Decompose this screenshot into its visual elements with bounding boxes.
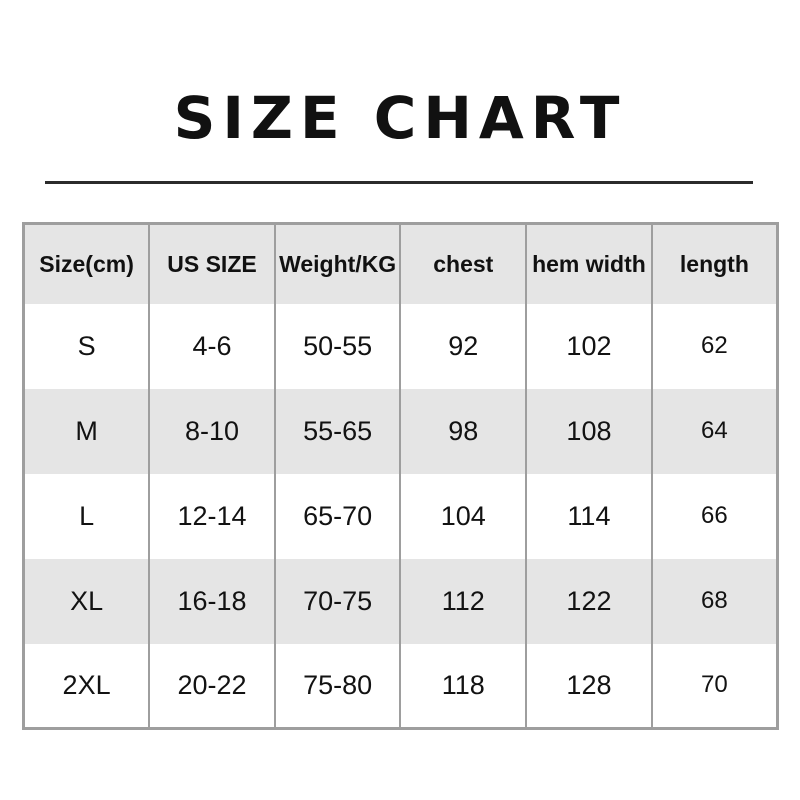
cell-us-size: 8-10 — [148, 388, 276, 474]
cell-chest: 104 — [399, 473, 528, 559]
cell-chest: 98 — [399, 388, 528, 474]
cell-hem-width: 122 — [525, 558, 653, 644]
table-row-xl: XL 16-18 70-75 112 122 68 — [22, 558, 779, 644]
cell-weight: 70-75 — [273, 558, 402, 644]
cell-weight: 50-55 — [273, 303, 402, 389]
cell-chest: 112 — [399, 558, 528, 644]
col-header-chest: chest — [399, 223, 528, 304]
table-header-row: Size(cm) US SIZE Weight/KG chest hem wid… — [22, 223, 779, 304]
table-row-s: S 4-6 50-55 92 102 62 — [22, 303, 779, 389]
cell-hem-width: 128 — [525, 643, 653, 729]
col-header-weight-kg: Weight/KG — [273, 223, 402, 304]
page-title: SIZE CHART — [173, 84, 627, 152]
cell-hem-width: 108 — [525, 388, 653, 474]
table-row-l: L 12-14 65-70 104 114 66 — [22, 473, 779, 559]
size-chart-table: Size(cm) US SIZE Weight/KG chest hem wid… — [22, 222, 779, 730]
col-header-length: length — [650, 223, 779, 304]
cell-length: 68 — [650, 558, 779, 644]
cell-us-size: 16-18 — [148, 558, 276, 644]
cell-size: L — [22, 473, 151, 559]
cell-weight: 55-65 — [273, 388, 402, 474]
cell-hem-width: 114 — [525, 473, 653, 559]
cell-size: M — [22, 388, 151, 474]
table-row-2xl: 2XL 20-22 75-80 118 128 70 — [22, 643, 779, 729]
cell-hem-width: 102 — [525, 303, 653, 389]
cell-chest: 118 — [399, 643, 528, 729]
cell-us-size: 20-22 — [148, 643, 276, 729]
cell-size: 2XL — [22, 643, 151, 729]
cell-size: XL — [22, 558, 151, 644]
cell-length: 64 — [650, 388, 779, 474]
cell-length: 70 — [650, 643, 779, 729]
cell-chest: 92 — [399, 303, 528, 389]
cell-us-size: 12-14 — [148, 473, 276, 559]
col-header-size-cm: Size(cm) — [22, 223, 151, 304]
table-row-m: M 8-10 55-65 98 108 64 — [22, 388, 779, 474]
cell-weight: 65-70 — [273, 473, 402, 559]
title-divider — [45, 181, 753, 184]
cell-length: 62 — [650, 303, 779, 389]
cell-us-size: 4-6 — [148, 303, 276, 389]
cell-size: S — [22, 303, 151, 389]
cell-weight: 75-80 — [273, 643, 402, 729]
col-header-hem-width: hem width — [525, 223, 653, 304]
cell-length: 66 — [650, 473, 779, 559]
col-header-us-size: US SIZE — [148, 223, 276, 304]
